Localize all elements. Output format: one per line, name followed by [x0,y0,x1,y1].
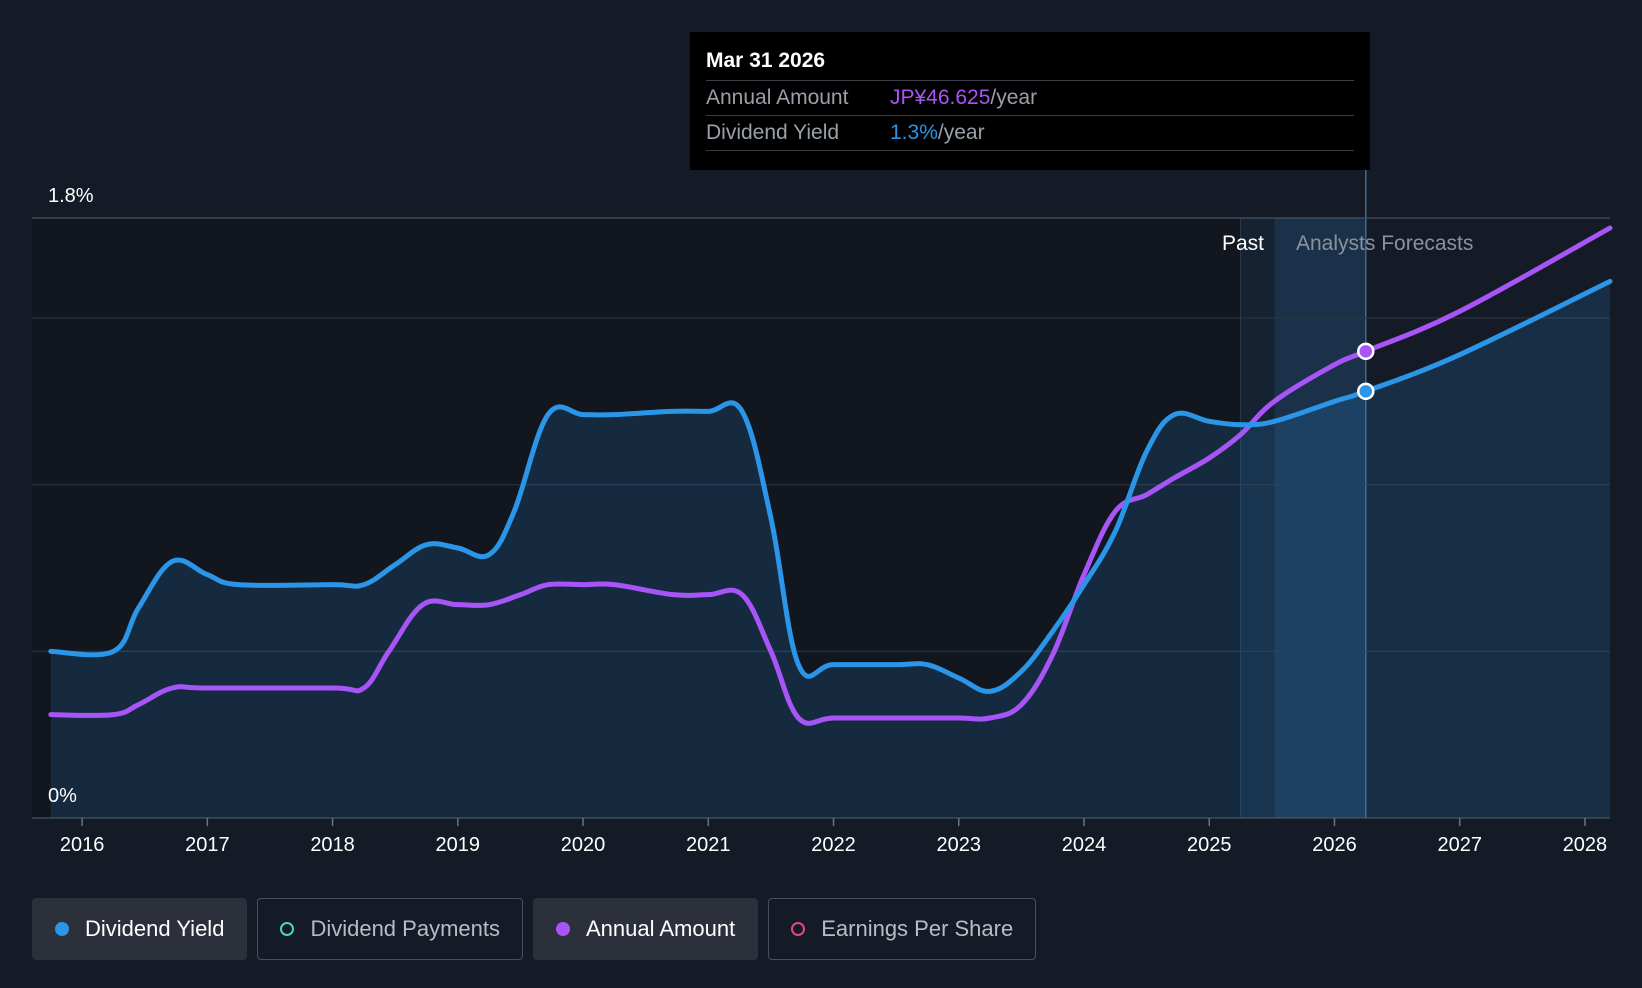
earnings-per-share-ring-icon [791,922,806,936]
dividend-yield-line [48,278,1613,694]
tooltip-label: Annual Amount [706,86,849,109]
x-tick-label: 2017 [185,834,230,856]
tooltip-markers [1357,342,1375,401]
tooltip-row-dividend-yield: Dividend Yield 1.3% /year [706,116,1354,151]
x-tick-label: 2026 [1312,834,1357,856]
x-tick-label: 2025 [1187,834,1232,856]
tooltip-date: Mar 31 2026 [706,46,1354,81]
legend-dividend-payments[interactable]: Dividend Payments [257,898,523,960]
past-region-label: Past [1222,232,1264,255]
tooltip: Mar 31 2026 Annual Amount JP¥46.625 /yea… [690,32,1370,170]
x-tick-label: 2018 [310,834,355,856]
tooltip-value: JP¥46.625 [890,86,991,109]
dividend-yield-area [50,281,1610,818]
tooltip-unit: /year [990,86,1038,109]
annual-amount-marker [1357,342,1375,361]
x-tick-label: 2023 [937,834,982,856]
legend-label: Dividend Yield [85,916,225,941]
legend-label: Annual Amount [585,916,736,941]
y-axis-label-min: 0% [48,785,77,807]
tooltip-row-annual-amount: Annual Amount JP¥46.625 /year [706,81,1354,116]
tooltip-unit: /year [937,121,985,144]
dividend-yield-dot-icon [55,922,69,936]
x-tick-label: 2027 [1437,834,1482,856]
gridlines [32,217,1610,819]
x-tick-label: 2028 [1563,834,1608,856]
dividend-payments-ring-icon [280,922,295,936]
x-axis-ticks: 2016 2017 2018 2019 2020 2021 2022 2023 2024 2025… [60,818,1607,856]
legend-dividend-yield[interactable]: Dividend Yield [32,898,248,960]
y-axis-labels: 1.8% 0% [48,185,94,807]
tooltip-label: Dividend Yield [706,121,840,144]
legend-annual-amount[interactable]: Annual Amount [532,898,759,960]
forecast-region-label: Analysts Forecasts [1296,232,1473,255]
x-tick-label: 2021 [686,834,731,856]
x-tick-label: 2020 [561,834,606,856]
dividend-yield-marker [1357,382,1375,401]
tooltip-value: 1.3% [890,121,938,144]
legend-label: Earnings Per Share [821,916,1014,941]
series-lines [48,225,1613,726]
series-areas [50,281,1610,818]
annual-amount-dot-icon [555,922,570,936]
annual-amount-line [48,225,1613,726]
x-tick-label: 2022 [811,834,856,856]
legend-earnings-per-share[interactable]: Earnings Per Share [768,898,1037,960]
x-tick-label: 2024 [1062,834,1107,856]
y-axis-label-max: 1.8% [48,185,94,207]
x-tick-label: 2019 [436,834,481,856]
legend: Dividend Yield Dividend Payments Annual … [32,898,1037,960]
legend-label: Dividend Payments [310,916,500,941]
x-tick-label: 2016 [60,834,105,856]
